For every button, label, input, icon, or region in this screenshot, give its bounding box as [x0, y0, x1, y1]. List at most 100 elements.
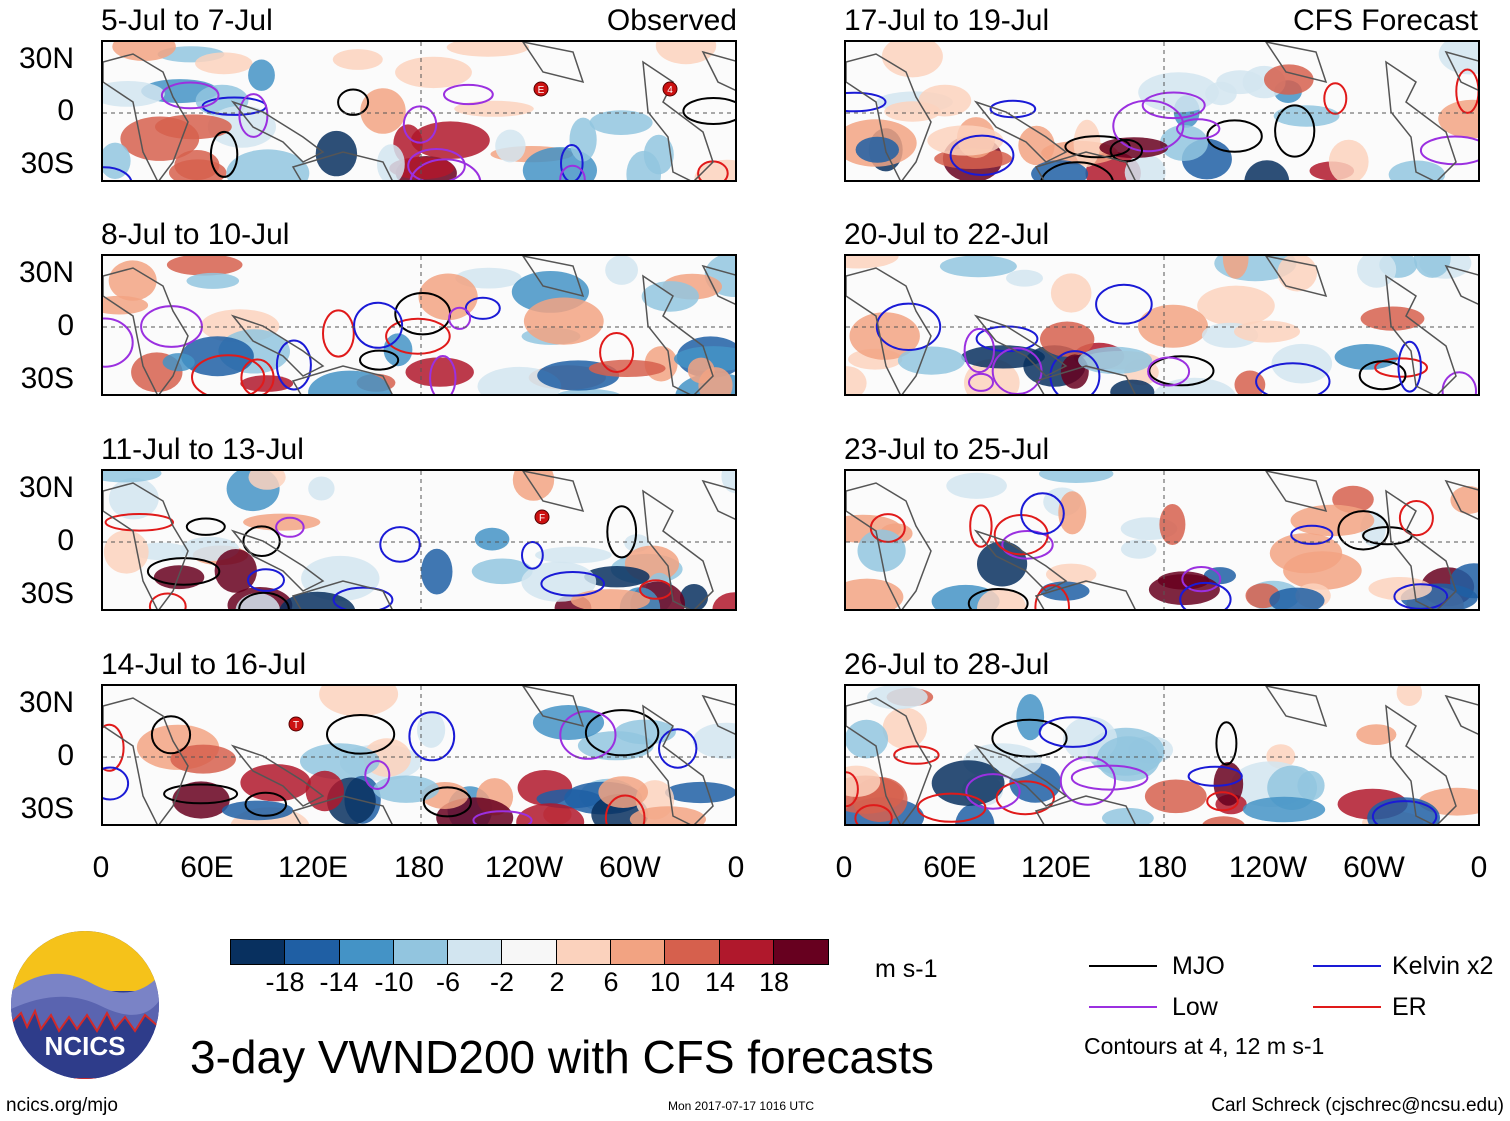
wave-contour [238, 591, 290, 609]
wave-contour [1038, 716, 1108, 748]
wind-anomaly-shading [897, 346, 965, 375]
colorbar-swatch [231, 940, 286, 964]
wave-contour [1112, 99, 1185, 153]
wave-contour [846, 91, 887, 113]
wave-contour [968, 372, 994, 392]
wave-contour [148, 592, 187, 609]
wave-contour [559, 710, 617, 760]
wind-anomaly-shading [846, 256, 899, 269]
ytick-eq-3: 0 [57, 524, 74, 557]
coastline [291, 580, 393, 609]
wave-contour [606, 505, 638, 559]
wave-contour [244, 791, 288, 817]
ytick-30s-4: 30S [20, 792, 74, 825]
wind-anomaly-shading [248, 471, 286, 490]
website-link[interactable]: ncics.org/mjo [6, 1095, 118, 1116]
wind-anomaly-shading [1102, 807, 1154, 824]
wind-anomaly-shading [1016, 694, 1045, 741]
wind-anomaly-shading [248, 59, 275, 91]
coastline [701, 694, 735, 735]
ytick-30n-1: 30N [18, 42, 74, 75]
wave-contour [407, 148, 466, 180]
wave-contour [247, 568, 285, 592]
colorbar-swatch [502, 940, 557, 964]
wave-contour [209, 130, 239, 178]
coastline [1034, 365, 1136, 394]
wind-anomaly-shading [692, 722, 735, 759]
xtick-right-60e: 60E [923, 851, 977, 884]
map-panel-obs-1 [101, 40, 737, 182]
wind-anomaly-shading [195, 52, 253, 75]
map-panel-fcst-2 [844, 254, 1480, 396]
wind-anomaly-shading [1160, 125, 1208, 161]
coastline [1034, 580, 1136, 609]
coastline [1444, 50, 1478, 91]
wave-contour [146, 557, 221, 586]
coastline [1444, 694, 1478, 735]
xtick-left-120w: 120W [484, 851, 564, 884]
wind-anomaly-shading [1138, 304, 1208, 348]
xtick-left-120e: 120E [277, 851, 349, 884]
wind-anomaly-shading [1159, 504, 1186, 545]
wind-anomaly-shading [867, 686, 928, 710]
wave-contour [521, 541, 544, 570]
wind-anomaly-shading [103, 530, 149, 574]
wave-contour [103, 723, 125, 772]
wave-contour [658, 728, 698, 769]
coastline [1265, 42, 1328, 84]
wind-anomaly-shading [300, 743, 380, 780]
coastline [1385, 274, 1457, 394]
colorbar-label: 2 [549, 967, 565, 997]
ytick-eq-1: 0 [57, 94, 74, 127]
coastline [230, 100, 325, 163]
wind-anomaly-shading [1244, 160, 1290, 180]
wind-anomaly-shading [103, 471, 162, 483]
wind-anomaly-shading [108, 477, 159, 520]
wind-anomaly-shading [1124, 154, 1166, 180]
wind-anomaly-shading [655, 42, 717, 65]
wind-anomaly-shading [417, 711, 446, 748]
panel-title-obs-3: 11-Jul to 13-Jul [101, 433, 304, 466]
wind-anomaly-shading [882, 707, 927, 749]
wind-anomaly-shading [1234, 370, 1266, 394]
storm-marker-t: T [288, 716, 304, 732]
wind-anomaly-shading [495, 129, 526, 163]
coastline [522, 256, 585, 298]
storm-marker-4: 4 [662, 81, 678, 97]
xtick-right-60w: 60W [1343, 851, 1405, 884]
legend-line-er [1313, 1006, 1381, 1008]
colorbar-label: 6 [603, 967, 619, 997]
coastline [846, 53, 932, 180]
wave-contour [1398, 499, 1434, 537]
panel-title-obs-2: 8-Jul to 10-Jul [101, 218, 290, 251]
wave-contour [1148, 355, 1215, 387]
wave-contour [949, 134, 1015, 177]
wave-contour [443, 83, 494, 106]
xtick-left-0: 0 [92, 851, 110, 884]
wind-anomaly-shading [1356, 724, 1397, 745]
wave-contour [1215, 721, 1238, 766]
wave-contour [559, 164, 586, 180]
wind-anomaly-shading [1096, 736, 1160, 782]
wind-anomaly-shading [1202, 816, 1245, 824]
coastline [522, 471, 585, 513]
wave-contour [599, 332, 635, 373]
wind-anomaly-shading [665, 781, 735, 804]
wave-contour [604, 794, 646, 824]
ytick-30s-3: 30S [20, 577, 74, 610]
coastline [973, 314, 1068, 377]
coastline [973, 100, 1068, 163]
wave-contour [1441, 371, 1477, 394]
wave-contour [1371, 800, 1438, 824]
wave-contour [422, 786, 472, 818]
wind-anomaly-shading [846, 578, 904, 609]
wind-anomaly-shading [516, 803, 585, 824]
wind-anomaly-shading [174, 150, 220, 180]
wave-contour [1397, 340, 1422, 393]
wind-anomaly-shading [535, 546, 612, 564]
wind-anomaly-shading [927, 125, 1004, 156]
wind-anomaly-shading [308, 476, 335, 501]
map-panel-fcst-1 [844, 40, 1480, 182]
wind-anomaly-shading [523, 297, 604, 345]
wind-anomaly-shading [1058, 491, 1087, 535]
